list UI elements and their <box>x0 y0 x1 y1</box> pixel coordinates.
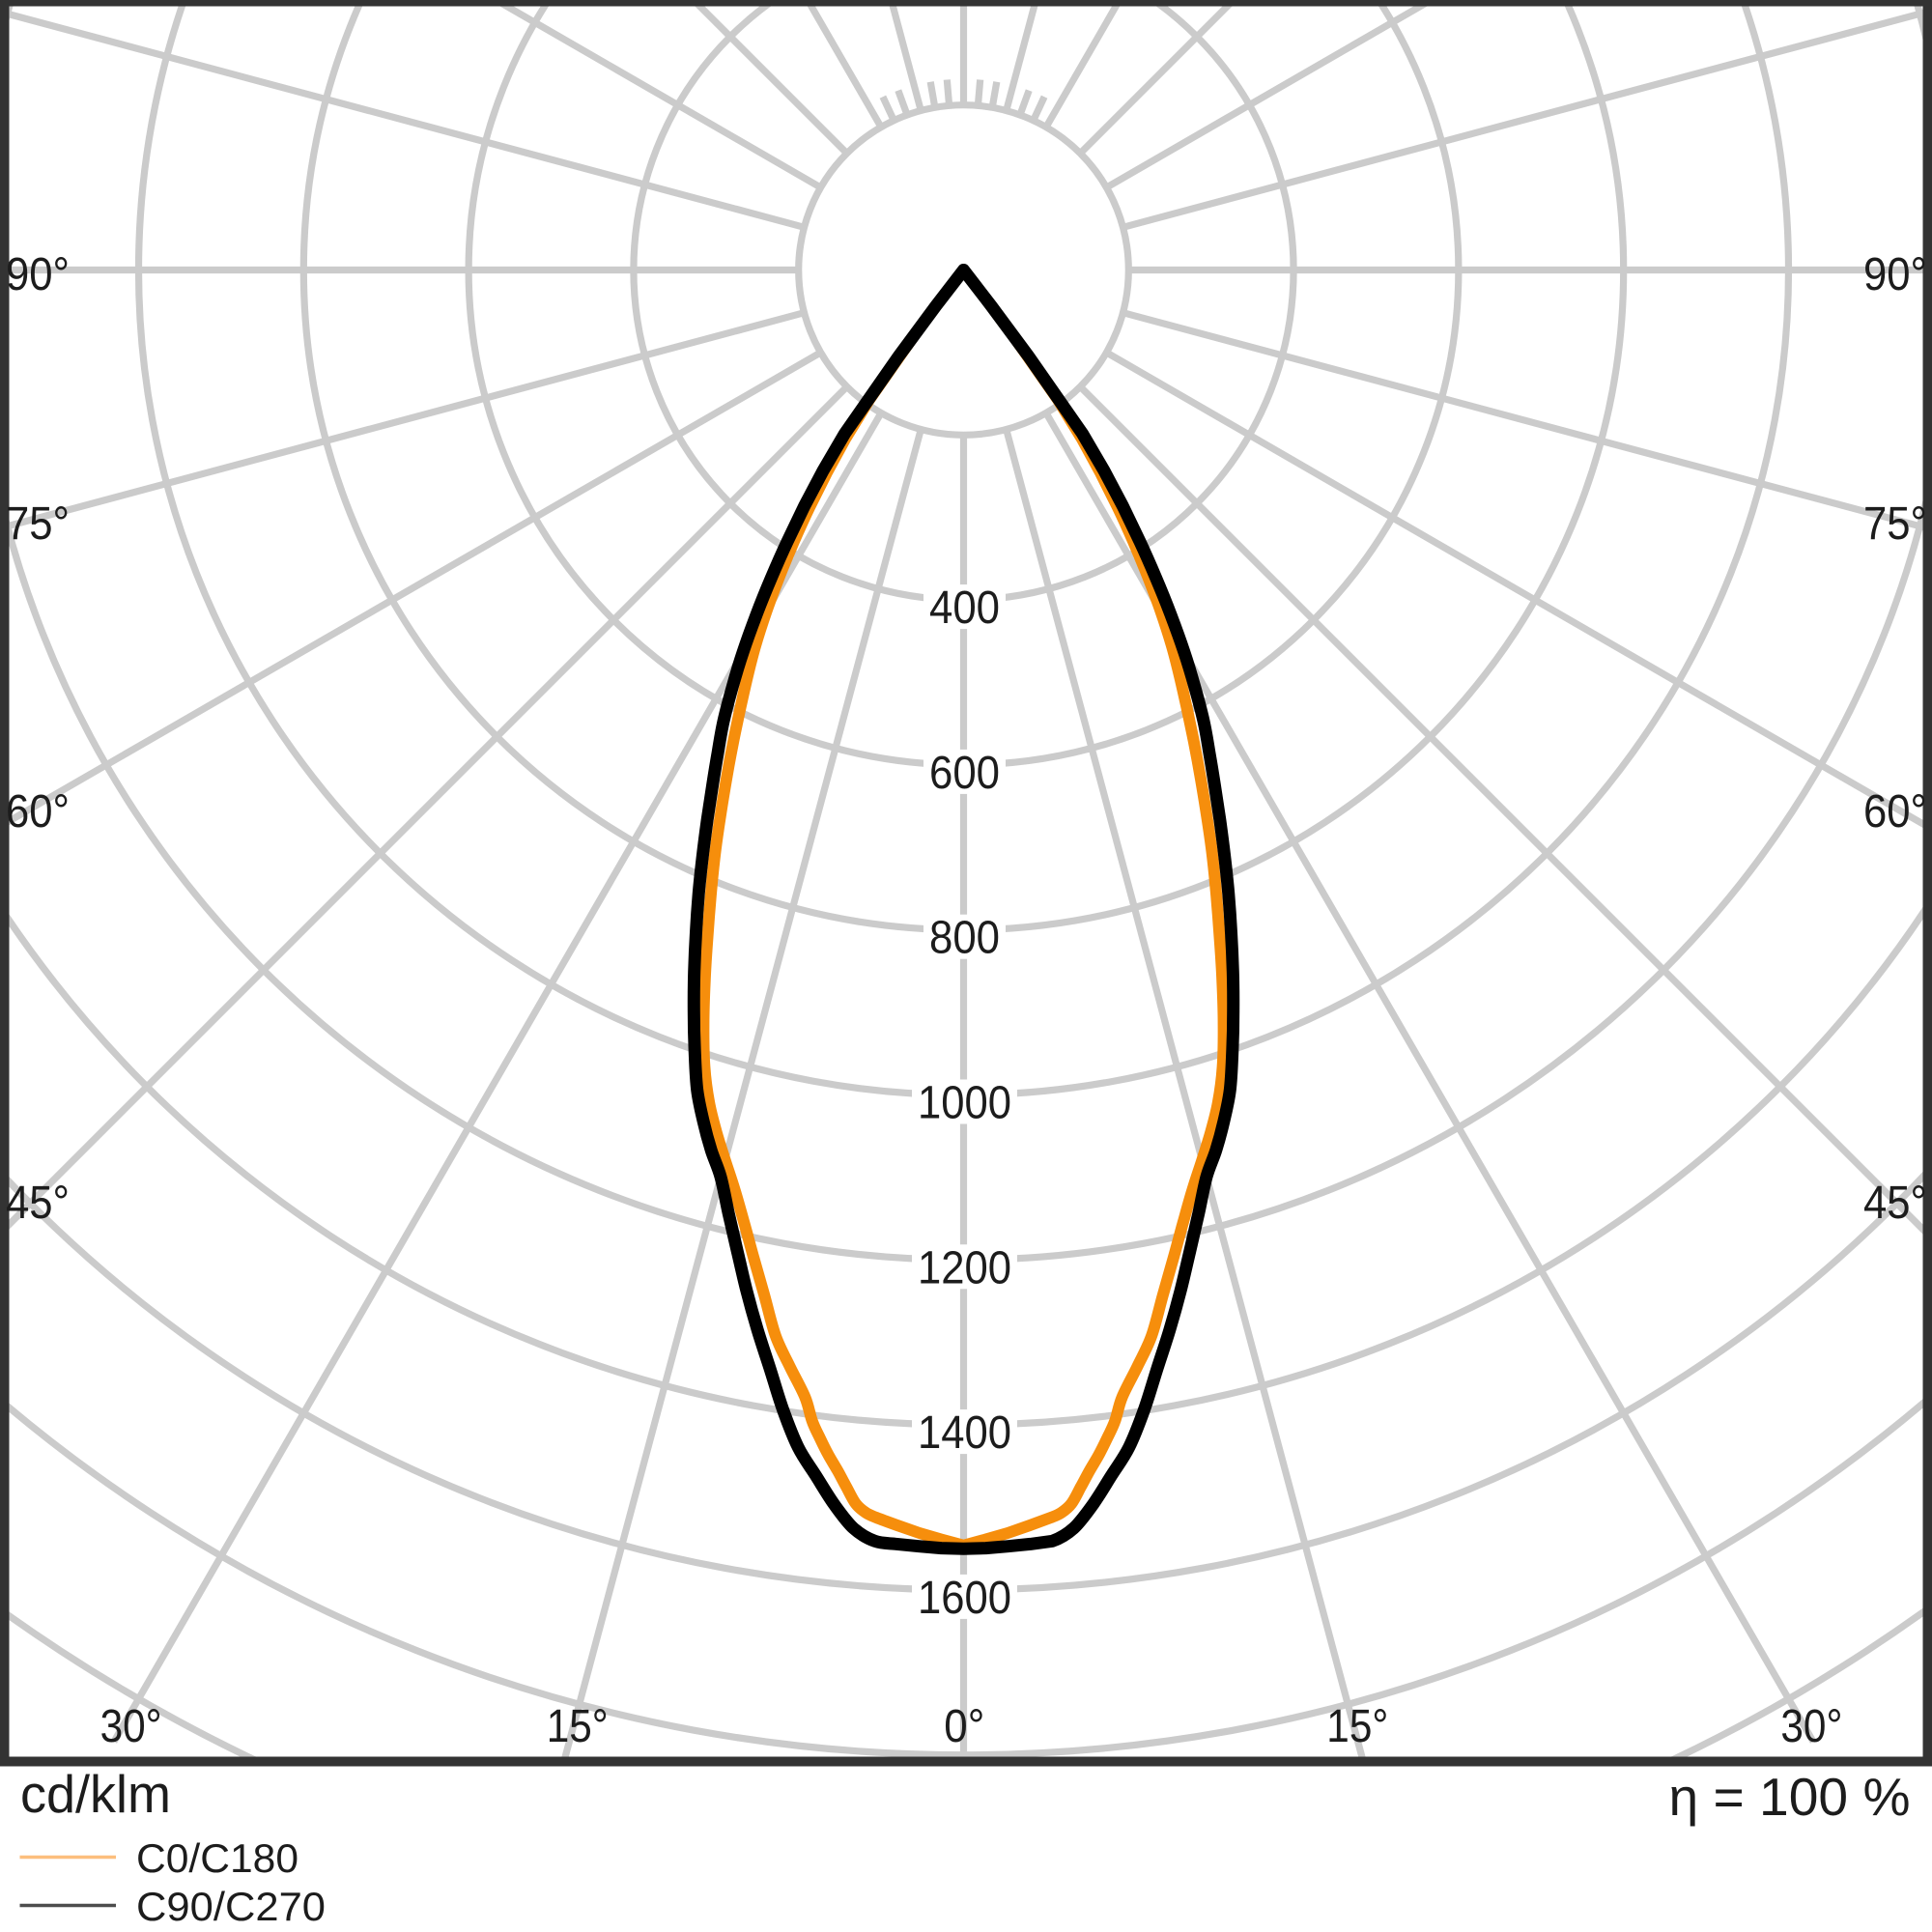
svg-text:75°: 75° <box>6 498 70 550</box>
svg-text:90°: 90° <box>6 249 70 300</box>
svg-text:15°: 15° <box>1326 1701 1388 1752</box>
svg-text:75°: 75° <box>1863 498 1927 550</box>
svg-text:30°: 30° <box>100 1701 162 1752</box>
svg-text:1600: 1600 <box>918 1573 1011 1624</box>
svg-text:cd/klm: cd/klm <box>20 1764 171 1824</box>
svg-text:60°: 60° <box>1863 786 1927 838</box>
svg-text:C90/C270: C90/C270 <box>136 1884 326 1929</box>
svg-text:30°: 30° <box>1780 1701 1842 1752</box>
svg-text:C0/C180: C0/C180 <box>136 1835 298 1881</box>
svg-text:600: 600 <box>929 748 1000 799</box>
svg-text:45°: 45° <box>6 1178 70 1229</box>
svg-text:η = 100 %: η = 100 % <box>1669 1767 1911 1827</box>
svg-text:60°: 60° <box>6 786 70 838</box>
svg-text:400: 400 <box>929 582 1000 634</box>
svg-text:0°: 0° <box>944 1701 984 1752</box>
svg-text:1200: 1200 <box>918 1242 1011 1293</box>
svg-text:15°: 15° <box>547 1701 609 1752</box>
svg-text:1400: 1400 <box>918 1407 1011 1459</box>
svg-text:90°: 90° <box>1863 249 1927 300</box>
svg-text:800: 800 <box>929 913 1000 964</box>
svg-text:45°: 45° <box>1863 1178 1927 1229</box>
svg-text:1000: 1000 <box>918 1078 1011 1129</box>
